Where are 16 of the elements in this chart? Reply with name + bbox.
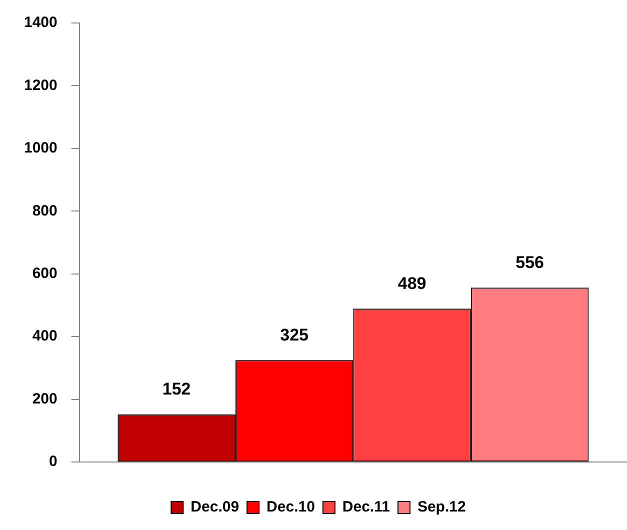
legend-label: Sep.12 [417,498,466,516]
y-tick-label: 0 [49,453,58,470]
y-tick-label: 800 [32,202,58,220]
y-tick-label: 200 [32,390,58,408]
legend-label: Dec.10 [266,498,315,516]
y-tick-label: 400 [32,328,58,345]
y-tick-label: 1000 [24,140,58,157]
legend-label: Dec.09 [190,498,240,516]
legend-label: Dec.11 [342,498,390,516]
data-label: 325 [280,325,308,344]
y-tick-label: 600 [32,265,58,282]
data-label: 152 [162,380,191,399]
data-label: 489 [398,274,426,293]
y-tick-label: 1200 [24,76,58,94]
y-tick-label: 1400 [24,14,58,32]
data-label: 556 [516,252,544,272]
